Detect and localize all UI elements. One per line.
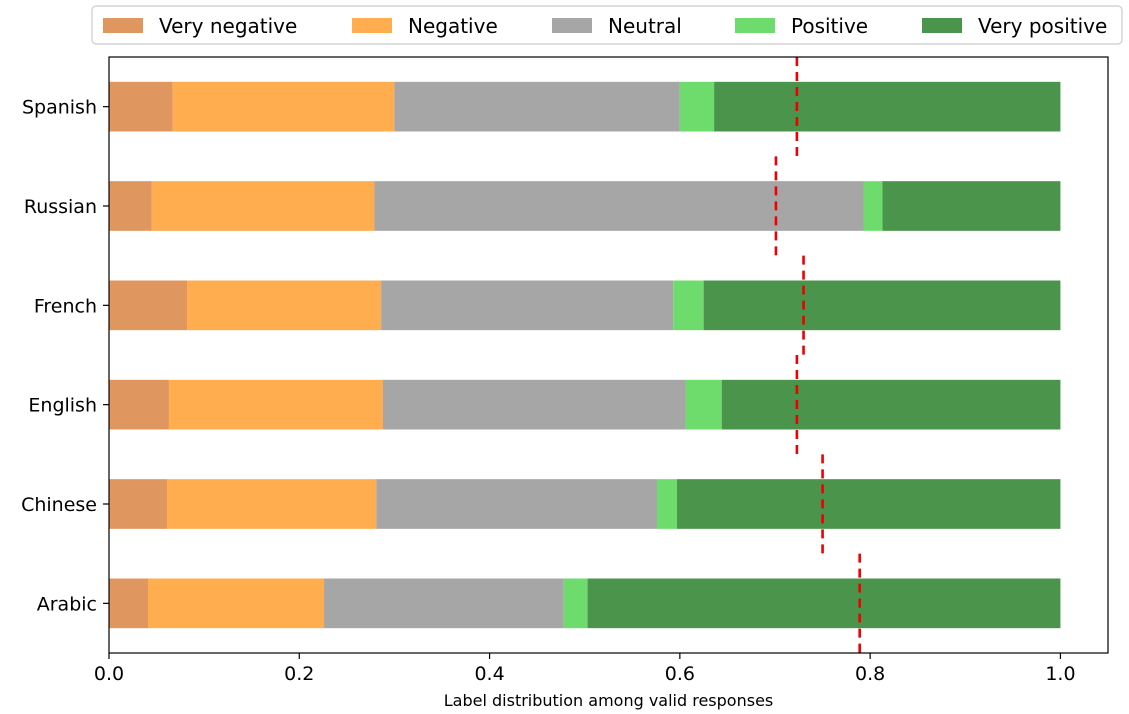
- y-tick-label-chinese: Chinese: [21, 494, 97, 516]
- bar-arabic-neutral: [324, 578, 564, 629]
- x-axis-label: Label distribution among valid responses: [444, 691, 774, 710]
- legend: Very negative Negative Neutral Positive Very…: [91, 5, 1123, 45]
- bar-english-negative: [168, 379, 384, 430]
- bar-arabic-very-positive: [587, 578, 1061, 629]
- bar-russian-positive: [863, 181, 883, 231]
- bar-english-very-positive: [721, 379, 1061, 430]
- marker-lines: [774, 57, 861, 653]
- y-tick-label-spanish: Spanish: [22, 97, 97, 119]
- bar-arabic-very-negative: [109, 578, 149, 629]
- plot-frame: [108, 56, 1109, 654]
- x-tick-label: 1.0: [1045, 663, 1075, 685]
- x-tick-label: 0.0: [94, 663, 124, 685]
- bar-spanish-very-negative: [109, 81, 173, 132]
- legend-label-neutral: Neutral: [608, 14, 682, 38]
- bar-french-positive: [673, 280, 704, 331]
- legend-label-negative: Negative: [408, 14, 498, 38]
- y-tick-label-arabic: Arabic: [37, 593, 97, 615]
- bars: [109, 81, 1061, 629]
- bar-french-very-positive: [703, 280, 1061, 331]
- bar-french-neutral: [381, 280, 674, 331]
- y-tick-label-russian: Russian: [24, 196, 97, 218]
- x-tick-label: 0.2: [284, 663, 314, 685]
- legend-swatch-negative: [352, 18, 392, 33]
- bar-english-very-negative: [109, 379, 169, 430]
- bar-chinese-positive: [657, 479, 678, 529]
- legend-box: [91, 5, 1123, 45]
- bar-chinese-very-positive: [677, 479, 1061, 529]
- bar-russian-very-positive: [882, 181, 1061, 231]
- legend-label-very-positive: Very positive: [978, 14, 1107, 38]
- x-tick-label: 0.6: [665, 663, 695, 685]
- bar-arabic-negative: [148, 578, 325, 629]
- y-axis: Spanish Russian French English Chinese Arabic: [21, 97, 109, 615]
- bar-arabic-positive: [563, 578, 588, 629]
- bar-russian-very-negative: [109, 181, 152, 231]
- y-tick-label-english: English: [28, 395, 97, 417]
- x-axis: 0.0 0.2 0.4 0.6 0.8 1.0: [94, 653, 1076, 685]
- bar-chinese-very-negative: [109, 479, 168, 529]
- legend-swatch-neutral: [552, 18, 592, 33]
- bar-french-very-negative: [109, 280, 188, 331]
- y-tick-label-french: French: [34, 295, 97, 317]
- bar-french-negative: [187, 280, 382, 331]
- bar-russian-negative: [151, 181, 375, 231]
- legend-swatch-very-positive: [922, 18, 962, 33]
- bar-spanish-very-positive: [714, 81, 1061, 132]
- bar-spanish-negative: [172, 81, 395, 132]
- bar-chinese-neutral: [376, 479, 658, 529]
- bar-russian-neutral: [374, 181, 864, 231]
- x-tick-label: 0.8: [855, 663, 885, 685]
- bar-chinese-negative: [167, 479, 377, 529]
- legend-label-very-negative: Very negative: [159, 14, 297, 38]
- legend-swatch-positive: [735, 18, 775, 33]
- bar-spanish-positive: [679, 81, 715, 132]
- bar-english-neutral: [383, 379, 686, 430]
- legend-swatch-very-negative: [103, 18, 143, 33]
- x-tick-label: 0.4: [474, 663, 504, 685]
- bar-spanish-neutral: [394, 81, 680, 132]
- bar-english-positive: [685, 379, 722, 430]
- legend-label-positive: Positive: [791, 14, 868, 38]
